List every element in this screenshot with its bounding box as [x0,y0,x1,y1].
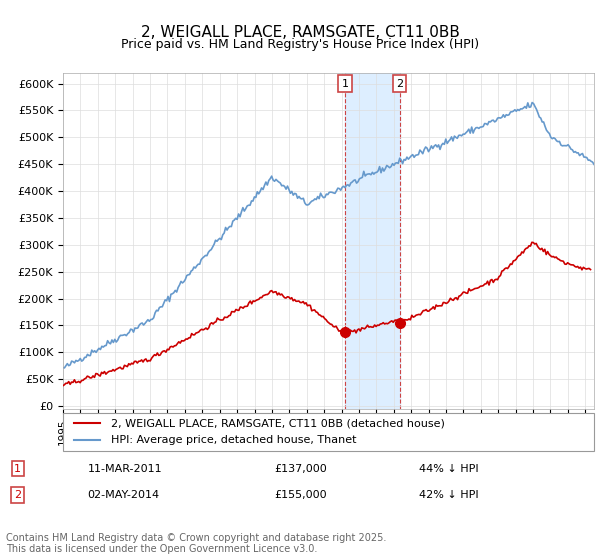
Text: 11-MAR-2011: 11-MAR-2011 [88,464,162,474]
Text: £137,000: £137,000 [274,464,326,474]
Text: 1: 1 [341,78,349,88]
Bar [345,73,400,409]
Text: 2, WEIGALL PLACE, RAMSGATE, CT11 0BB: 2, WEIGALL PLACE, RAMSGATE, CT11 0BB [140,25,460,40]
FancyBboxPatch shape [63,413,594,451]
Text: 2, WEIGALL PLACE, RAMSGATE, CT11 0BB (detached house): 2, WEIGALL PLACE, RAMSGATE, CT11 0BB (de… [111,418,445,428]
Text: 02-MAY-2014: 02-MAY-2014 [88,490,160,500]
Text: 44% ↓ HPI: 44% ↓ HPI [419,464,479,474]
Text: £155,000: £155,000 [274,490,326,500]
Text: HPI: Average price, detached house, Thanet: HPI: Average price, detached house, Than… [111,435,356,445]
Text: Price paid vs. HM Land Registry's House Price Index (HPI): Price paid vs. HM Land Registry's House … [121,38,479,50]
Text: 2: 2 [396,78,403,88]
Text: Contains HM Land Registry data © Crown copyright and database right 2025.
This d: Contains HM Land Registry data © Crown c… [6,533,386,554]
Text: 42% ↓ HPI: 42% ↓ HPI [419,490,479,500]
Text: 2: 2 [14,490,22,500]
Text: 1: 1 [14,464,22,474]
